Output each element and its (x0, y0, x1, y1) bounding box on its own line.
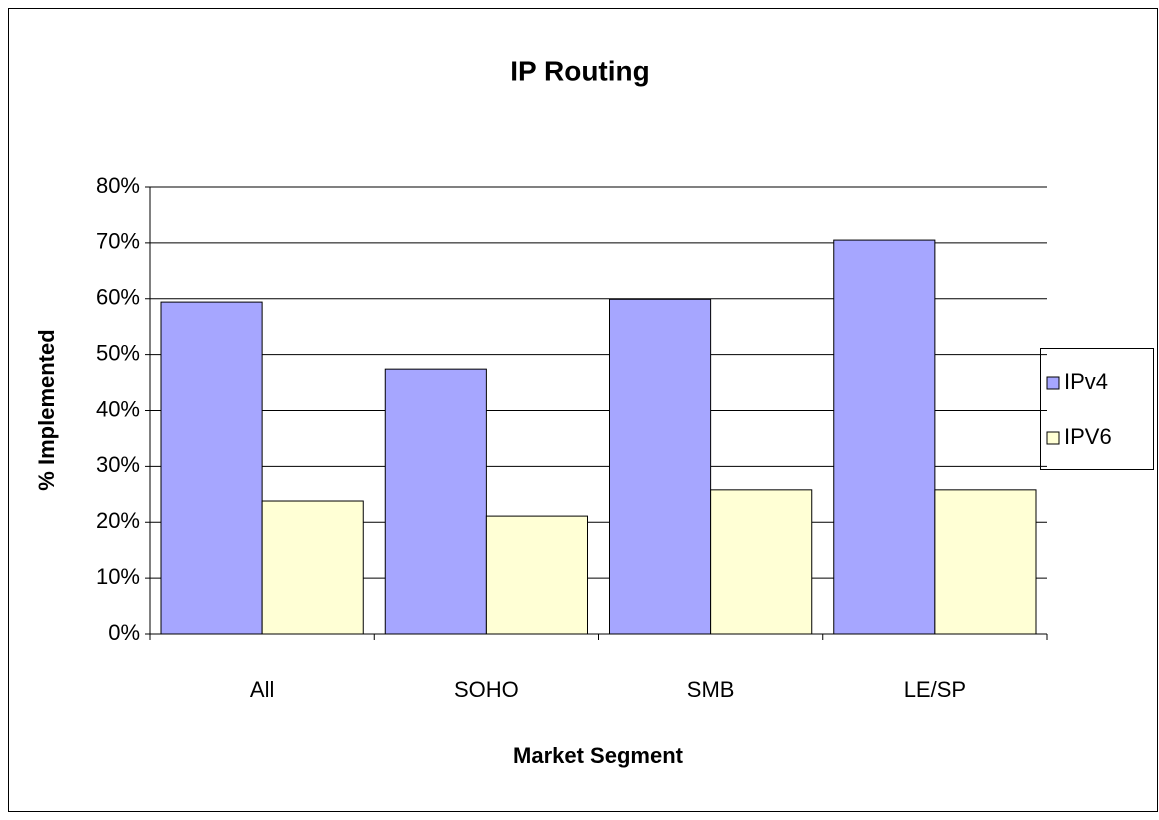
y-tick-label: 20% (96, 508, 140, 533)
legend-label: IPV6 (1064, 424, 1112, 449)
y-tick-label: 30% (96, 452, 140, 477)
bar (710, 489, 813, 635)
x-tick-label: SMB (687, 677, 735, 702)
bar (609, 298, 712, 635)
y-tick-label: 0% (108, 620, 140, 645)
y-axis-label: % Implemented (34, 329, 59, 490)
bar (485, 515, 588, 635)
bar (261, 500, 364, 635)
bar (384, 368, 487, 635)
y-tick-label: 40% (96, 396, 140, 421)
bar (833, 239, 936, 635)
y-tick-label: 50% (96, 340, 140, 365)
y-tick-label: 70% (96, 229, 140, 254)
x-tick-label: All (250, 677, 274, 702)
x-tick-label: SOHO (454, 677, 519, 702)
y-tick-label: 80% (96, 173, 140, 198)
legend-box (1040, 348, 1154, 470)
bar (160, 301, 263, 635)
bar (934, 489, 1037, 635)
legend-swatch (1046, 376, 1060, 390)
x-axis-label: Market Segment (513, 743, 684, 768)
chart-title: IP Routing (510, 55, 649, 86)
y-tick-label: 10% (96, 564, 140, 589)
legend-label: IPv4 (1064, 369, 1108, 394)
x-tick-label: LE/SP (904, 677, 966, 702)
legend-swatch (1046, 431, 1060, 445)
y-tick-label: 60% (96, 285, 140, 310)
